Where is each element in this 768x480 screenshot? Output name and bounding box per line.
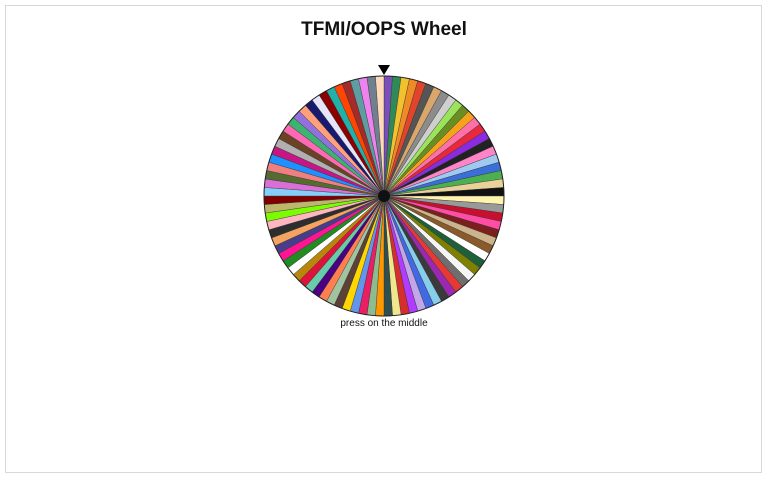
wheel-hub[interactable] <box>378 190 390 202</box>
title: TFMI/OOPS Wheel <box>301 19 467 40</box>
wheel[interactable] <box>263 75 505 317</box>
wheel-rim <box>263 75 505 317</box>
hint: press on the middle <box>340 318 428 329</box>
pointer <box>378 65 390 75</box>
frame <box>5 5 762 473</box>
